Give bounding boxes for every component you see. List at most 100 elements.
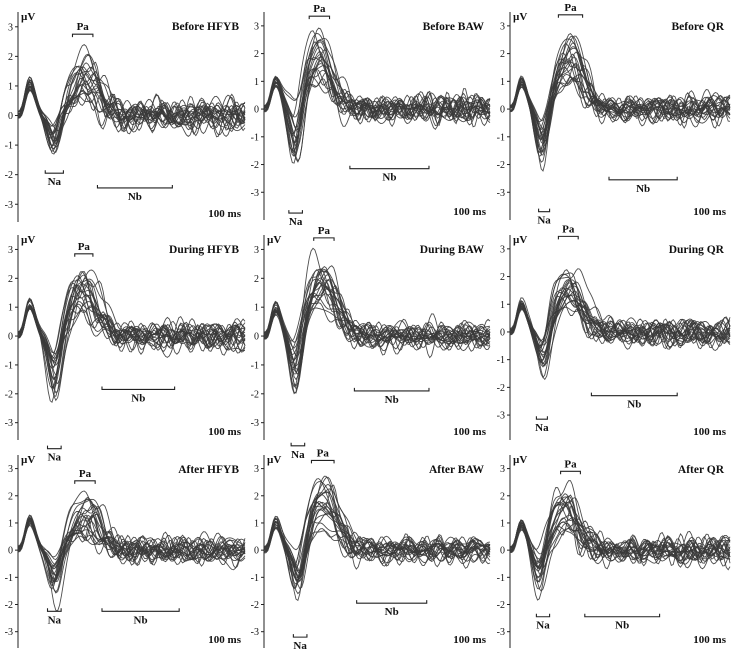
y-tick-label: -2: [5, 170, 13, 181]
trace-line: [17, 514, 246, 594]
marker-bracket: [557, 235, 579, 240]
trace-line: [509, 273, 731, 342]
marker-label: Nb: [385, 394, 399, 406]
trace-line: [263, 484, 491, 590]
marker-label: Pa: [317, 447, 330, 459]
y-tick-label: 0: [254, 105, 259, 116]
y-tick-label: 2: [8, 274, 13, 285]
trace-line: [263, 295, 490, 356]
marker-label: Pa: [313, 3, 326, 15]
y-tick-label: 3: [254, 245, 259, 256]
y-tick-label: -3: [5, 200, 13, 211]
trace-line: [263, 491, 491, 602]
trace-line: [510, 297, 731, 368]
marker-pa: Pa: [557, 223, 579, 240]
marker-bracket: [560, 470, 581, 475]
marker-bracket: [288, 210, 303, 214]
marker-pa: Pa: [560, 458, 581, 475]
y-unit-label: µV: [21, 234, 35, 246]
trace-line: [17, 506, 246, 593]
trace-line: [263, 53, 491, 137]
y-tick-label: -1: [251, 360, 259, 371]
marker-na: Na: [46, 608, 62, 626]
y-tick-label: -1: [251, 573, 259, 584]
y-tick-label: 3: [8, 22, 13, 33]
y-tick-label: 2: [8, 491, 13, 502]
trace-line: [509, 522, 731, 590]
marker-label: Na: [48, 614, 62, 626]
marker-label: Na: [537, 215, 551, 227]
time-scale-label: 100 ms: [453, 634, 486, 646]
marker-bracket: [349, 165, 430, 170]
panel-title: During BAW: [420, 244, 485, 256]
trace-line: [17, 76, 246, 147]
y-tick-label: -3: [497, 188, 505, 199]
y-tick-label: -3: [5, 627, 13, 638]
y-tick-label: 2: [8, 52, 13, 63]
y-tick-label: 0: [8, 111, 13, 122]
marker-bracket: [584, 613, 661, 618]
marker-label: Pa: [564, 2, 577, 14]
trace-line: [263, 507, 491, 572]
panel-during-qr: -3 -2 -1 0 1 2 3 µV During QR 100 ms Pa Na Nb: [497, 223, 731, 440]
marker-nb: Nb: [590, 392, 678, 411]
y-unit-label: µV: [21, 454, 35, 466]
y-tick-label: -2: [497, 383, 505, 394]
marker-nb: Nb: [96, 184, 173, 203]
marker-label: Nb: [131, 392, 145, 404]
trace-line: [509, 61, 731, 122]
marker-label: Na: [48, 176, 62, 188]
marker-na: Na: [46, 445, 62, 464]
marker-label: Na: [48, 452, 62, 464]
marker-label: Na: [289, 216, 303, 228]
trace-line: [263, 57, 491, 140]
trace-line: [17, 519, 246, 575]
y-tick-label: 0: [500, 546, 505, 557]
marker-na: Na: [44, 170, 64, 188]
y-tick-label: -2: [497, 160, 505, 171]
y-tick-label: -2: [497, 600, 505, 611]
trace-line: [263, 288, 491, 395]
marker-label: Na: [293, 640, 307, 652]
marker-pa: Pa: [308, 3, 331, 20]
trace-line: [17, 72, 246, 139]
marker-pa: Pa: [313, 225, 335, 241]
marker-na: Na: [290, 442, 306, 461]
trace-line: [509, 496, 731, 579]
marker-bracket: [308, 15, 331, 20]
time-scale-label: 100 ms: [453, 426, 486, 438]
marker-label: Na: [536, 620, 550, 632]
y-unit-label: µV: [513, 234, 527, 246]
y-tick-label: 1: [8, 518, 13, 529]
trace-line: [17, 301, 246, 360]
trace-line: [510, 517, 731, 578]
marker-label: Na: [535, 422, 549, 434]
trace-line: [263, 270, 491, 367]
y-tick-label: -1: [5, 360, 13, 371]
trace-line: [509, 291, 731, 367]
marker-pa: Pa: [71, 21, 94, 38]
marker-label: Pa: [564, 458, 577, 470]
y-tick-label: 0: [500, 105, 505, 116]
panel-title: During HFYB: [169, 244, 239, 256]
trace-line: [263, 478, 491, 576]
marker-pa: Pa: [74, 241, 94, 257]
y-tick-label: 0: [500, 327, 505, 338]
trace-group: [17, 269, 246, 403]
trace-group: [263, 475, 491, 602]
marker-bracket: [557, 14, 584, 18]
marker-nb: Nb: [101, 608, 180, 626]
panel-during-baw: -3 -2 -1 0 1 2 3 µV During BAW 100 ms Pa Na Nb: [251, 225, 491, 461]
marker-nb: Nb: [101, 386, 176, 404]
y-tick-label: -1: [5, 141, 13, 152]
marker-bracket: [535, 613, 551, 618]
y-tick-label: 0: [8, 546, 13, 557]
marker-bracket: [71, 33, 94, 38]
trace-line: [17, 301, 246, 362]
y-tick-label: -1: [251, 132, 259, 143]
marker-bracket: [313, 237, 335, 241]
trace-line: [263, 475, 491, 595]
y-tick-label: 2: [254, 274, 259, 285]
